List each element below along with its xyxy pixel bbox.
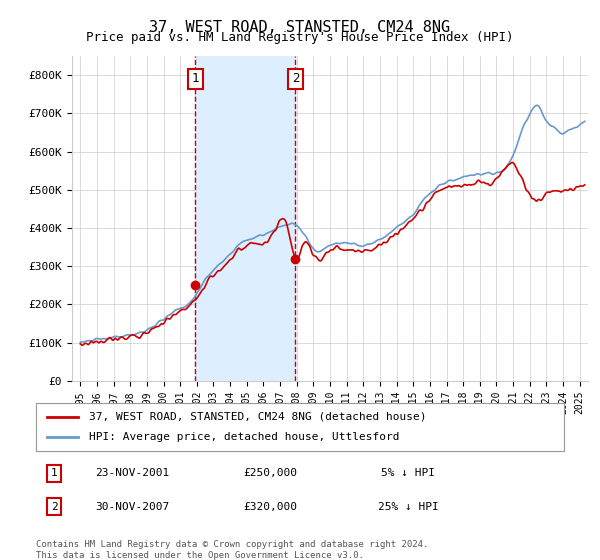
Text: 5% ↓ HPI: 5% ↓ HPI <box>381 468 435 478</box>
Text: 37, WEST ROAD, STANSTED, CM24 8NG: 37, WEST ROAD, STANSTED, CM24 8NG <box>149 20 451 35</box>
Text: 1: 1 <box>191 72 199 86</box>
Text: 2: 2 <box>50 502 58 512</box>
Text: £320,000: £320,000 <box>243 502 297 512</box>
Text: HPI: Average price, detached house, Uttlesford: HPI: Average price, detached house, Uttl… <box>89 432 400 442</box>
Text: 1: 1 <box>50 468 58 478</box>
Bar <box>195 56 295 381</box>
Text: 2: 2 <box>292 72 299 86</box>
Text: 30-NOV-2007: 30-NOV-2007 <box>95 502 169 512</box>
Text: £250,000: £250,000 <box>243 468 297 478</box>
Text: 37, WEST ROAD, STANSTED, CM24 8NG (detached house): 37, WEST ROAD, STANSTED, CM24 8NG (detac… <box>89 412 426 422</box>
Text: 25% ↓ HPI: 25% ↓ HPI <box>377 502 439 512</box>
Text: Contains HM Land Registry data © Crown copyright and database right 2024.
This d: Contains HM Land Registry data © Crown c… <box>36 540 428 560</box>
Text: 23-NOV-2001: 23-NOV-2001 <box>95 468 169 478</box>
Text: Price paid vs. HM Land Registry's House Price Index (HPI): Price paid vs. HM Land Registry's House … <box>86 31 514 44</box>
